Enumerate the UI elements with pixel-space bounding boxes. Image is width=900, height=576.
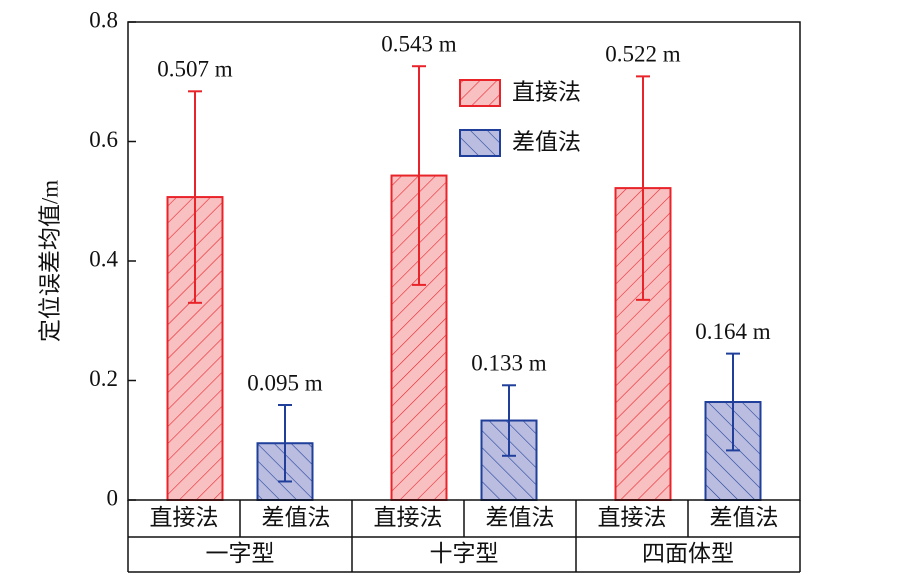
- legend-label: 直接法: [512, 79, 581, 104]
- x-sub-label: 差值法: [486, 505, 555, 530]
- x-group-label: 十字型: [430, 541, 499, 566]
- value-label: 0.164 m: [695, 319, 771, 344]
- x-group-label: 一字型: [206, 541, 275, 566]
- plot-frame: [127, 21, 801, 501]
- x-group-label: 四面体型: [642, 541, 734, 566]
- value-label: 0.543 m: [381, 31, 457, 56]
- y-tick-label: 0.2: [89, 366, 118, 391]
- y-tick-label: 0.8: [89, 7, 118, 32]
- legend-swatch: [459, 79, 501, 107]
- x-sub-label: 直接法: [150, 505, 219, 530]
- value-label: 0.507 m: [157, 57, 233, 82]
- value-label: 0.095 m: [247, 370, 323, 395]
- x-sub-label: 直接法: [374, 505, 443, 530]
- legend-label: 差值法: [512, 129, 581, 154]
- y-tick-label: 0: [107, 485, 119, 510]
- x-sub-label: 直接法: [598, 505, 667, 530]
- value-label: 0.133 m: [471, 351, 547, 376]
- y-tick-label: 0.6: [89, 127, 118, 152]
- y-axis-label: 定位误差均值/m: [37, 180, 62, 342]
- x-sub-label: 差值法: [262, 505, 331, 530]
- y-tick-label: 0.4: [89, 246, 118, 271]
- legend-swatch: [459, 129, 501, 157]
- value-label: 0.522 m: [605, 42, 681, 67]
- x-sub-label: 差值法: [710, 505, 779, 530]
